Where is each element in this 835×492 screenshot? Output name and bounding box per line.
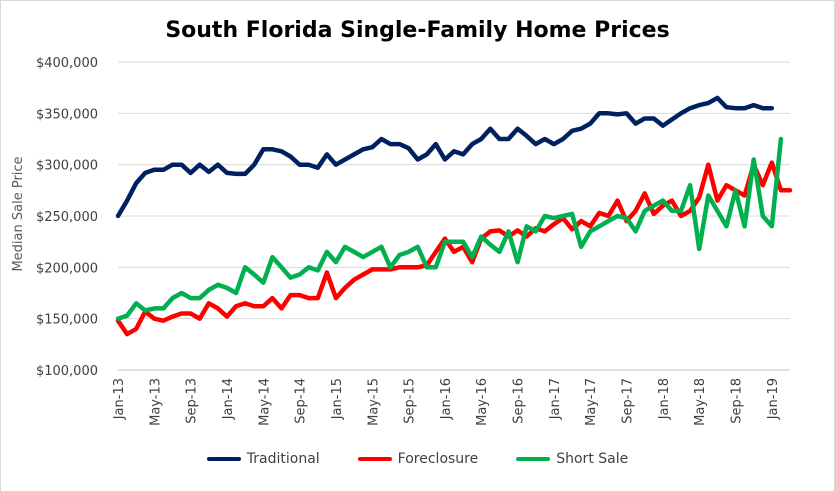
x-tick-label: May-18 xyxy=(693,378,708,426)
x-tick-label: Sep-18 xyxy=(730,378,745,424)
y-tick-label: $250,000 xyxy=(36,210,98,225)
x-tick-label: May-16 xyxy=(475,378,490,426)
x-tick-label: Jan-18 xyxy=(657,378,672,420)
x-tick-label: May-14 xyxy=(257,378,272,426)
x-tick-label: May-15 xyxy=(366,378,381,426)
series-line-traditional xyxy=(115,95,775,219)
legend-label: Traditional xyxy=(246,451,320,467)
x-tick-label: Sep-16 xyxy=(512,378,527,424)
x-tick-label: Jan-17 xyxy=(548,378,563,420)
x-tick-label: Sep-17 xyxy=(621,378,636,424)
x-tick-label: Sep-13 xyxy=(185,378,200,424)
x-tick-label: Jan-14 xyxy=(221,378,236,420)
x-tick-label: May-13 xyxy=(148,378,163,426)
legend-item: Foreclosure xyxy=(357,451,479,467)
series-lines xyxy=(115,95,793,337)
legend-swatch xyxy=(357,457,392,461)
y-tick-label: $400,000 xyxy=(36,56,98,71)
x-tick-label: Jan-16 xyxy=(439,378,454,420)
x-tick-label: May-17 xyxy=(584,378,599,426)
y-tick-label: $300,000 xyxy=(36,159,98,174)
legend-swatch xyxy=(206,457,241,461)
y-tick-label: $350,000 xyxy=(36,107,98,122)
x-tick-label: Sep-15 xyxy=(403,378,418,424)
y-tick-labels: $100,000 $150,000 $200,000 $250,000 $300,000… xyxy=(36,56,98,379)
legend-swatch xyxy=(516,457,551,461)
y-tick-label: $100,000 xyxy=(36,364,98,379)
x-tick-label: Sep-14 xyxy=(294,378,309,424)
legend-item: Traditional xyxy=(206,451,320,467)
y-tick-label: $200,000 xyxy=(36,261,98,276)
y-axis-label: Median Sale Price xyxy=(11,156,26,271)
legend: Traditional Foreclosure Short Sale xyxy=(0,451,835,467)
chart-title: South Florida Single-Family Home Prices xyxy=(165,18,670,43)
legend-item: Short Sale xyxy=(516,451,628,467)
legend-label: Foreclosure xyxy=(397,451,479,467)
series-line-short-sale xyxy=(115,136,784,321)
y-tick-label: $150,000 xyxy=(36,313,98,328)
x-tick-label: Jan-13 xyxy=(112,378,127,420)
legend-label: Short Sale xyxy=(556,451,629,467)
x-tick-label: Jan-15 xyxy=(330,378,345,420)
x-tick-labels: Jan-13 May-13 Sep-13 Jan-14 May-14 Sep-14 Jan-… xyxy=(112,378,781,426)
x-tick-label: Jan-19 xyxy=(766,378,781,420)
